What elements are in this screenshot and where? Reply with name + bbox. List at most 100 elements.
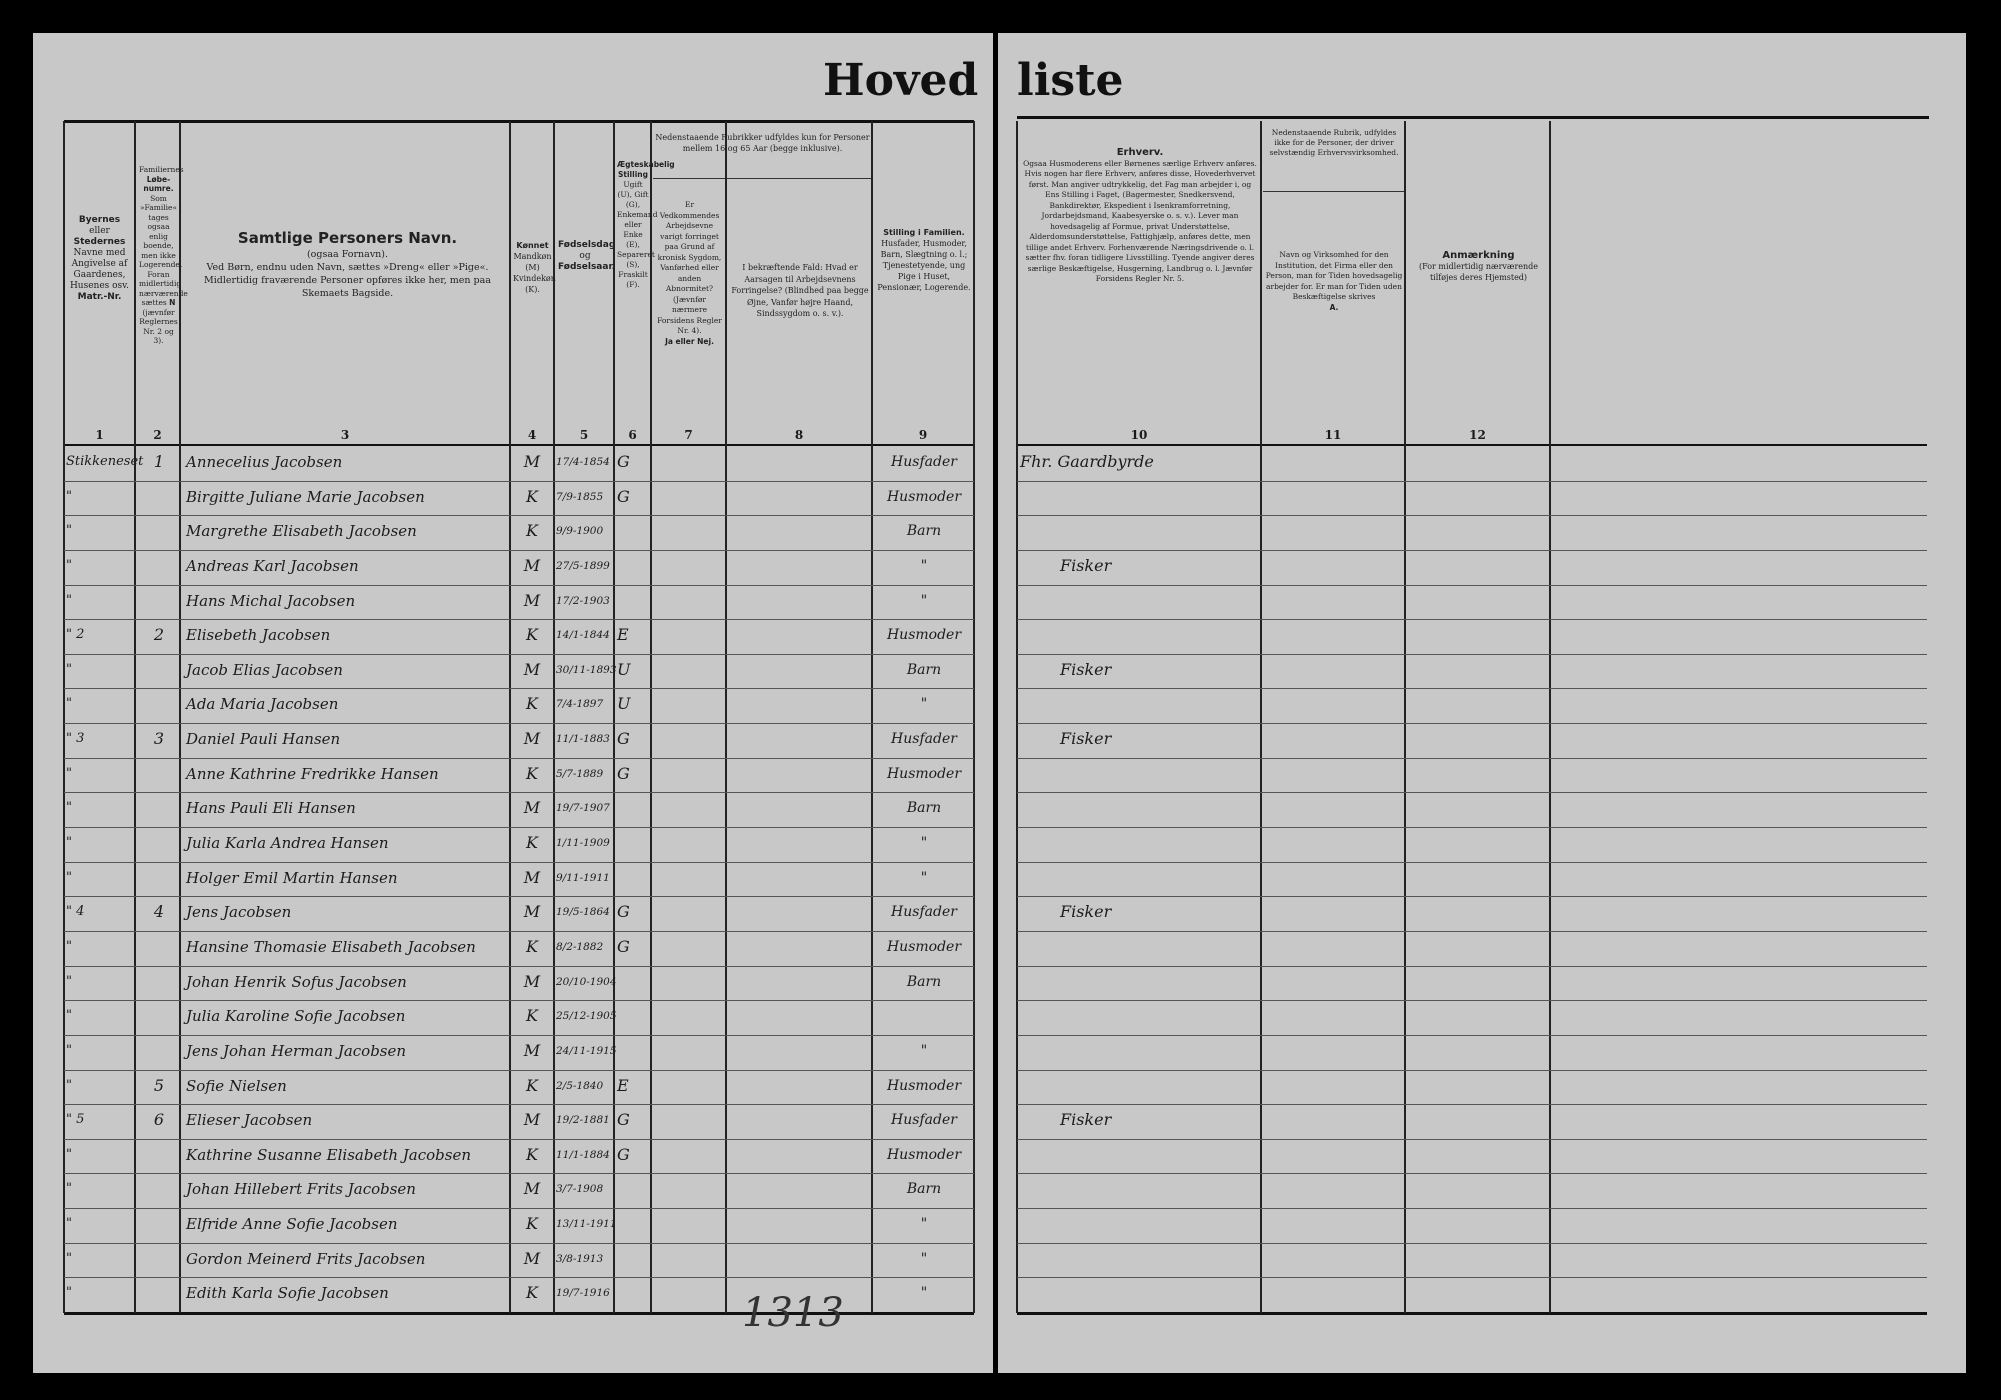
occupation-cell (1020, 481, 1258, 513)
sex-cell: M (523, 798, 541, 817)
column-divider (1260, 121, 1262, 1313)
row-line (1017, 585, 1927, 586)
row-line (1017, 758, 1927, 759)
civil-status-cell (617, 1173, 649, 1205)
civil-status-cell (617, 862, 649, 894)
header-col1-line: Navne med Angivelse af Gaardenes, Husene… (69, 248, 130, 291)
row-line (64, 1139, 974, 1140)
header-col6: Ægteskabelig Stilling Ugift (U), Gift (G)… (615, 160, 675, 290)
header-col10-text: Ogsaa Husmoderens eller Børnenes særlige… (1023, 158, 1257, 284)
header-col5-title: Fødselsdag (558, 240, 616, 250)
civil-status-cell (617, 585, 649, 617)
row-line (1017, 619, 1927, 620)
civil-status-cell (617, 1000, 649, 1032)
civil-status-cell (617, 1243, 649, 1275)
family-number-cell (140, 688, 178, 720)
family-role-cell: Husmoder (886, 939, 962, 955)
header-col12-title: Anmærkning (1442, 250, 1515, 261)
occupation-cell (1020, 758, 1258, 790)
header-col2-line: N (169, 298, 176, 307)
row-line (1017, 862, 1927, 863)
place-cell: " (66, 558, 72, 573)
birthdate-cell: 13/11-1911 (556, 1218, 617, 1230)
row-line (64, 758, 974, 759)
sex-cell: M (523, 729, 541, 748)
name-cell: Jens Jacobsen (186, 903, 292, 921)
header-col4-text: Mandkøn (M) Kvindekøn (K). (513, 252, 556, 294)
column-number-col9: 9 (918, 428, 928, 442)
header-col9-title: Stilling i Familien. (883, 228, 965, 237)
margin-note: 1313 (742, 1290, 844, 1336)
row-line (1017, 654, 1927, 655)
header-col1-line: Byernes (78, 215, 121, 225)
place-cell: " (66, 1147, 72, 1162)
row-line (1017, 896, 1927, 897)
birthdate-cell: 17/4-1854 (556, 456, 610, 468)
occupation-cell: Fisker (1060, 556, 1112, 575)
name-cell: Hansine Thomasie Elisabeth Jacobsen (186, 938, 476, 956)
row-line (64, 966, 974, 967)
sex-cell: M (523, 1179, 541, 1198)
occupation-cell: Fisker (1060, 1110, 1112, 1129)
row-line (64, 1208, 974, 1209)
sex-cell: M (523, 868, 541, 887)
header-col8: I bekræftende Fald: Hvad er Aarsagen til… (731, 263, 869, 318)
title-right: liste (1017, 55, 1124, 106)
sex-cell: M (523, 972, 541, 991)
civil-status-cell: E (617, 1076, 629, 1095)
column-number-col4: 4 (527, 428, 537, 442)
row-line (1017, 827, 1927, 828)
column-number-col2: 2 (153, 428, 162, 442)
top-rule-left (64, 120, 974, 123)
civil-status-cell (617, 515, 649, 547)
header-col11-top: Nedenstaaende Rubrik, udfyldes ikke for … (1269, 128, 1399, 157)
row-line (1017, 792, 1927, 793)
family-role-cell: " (920, 593, 928, 609)
place-cell: " 5 (66, 1112, 85, 1127)
header-col1-line: Matr.-Nr. (77, 292, 122, 302)
name-cell: Elisebeth Jacobsen (186, 626, 331, 644)
row-line (1017, 481, 1927, 482)
header-col12-text: (For midlertidig nærværende tilføjes der… (1418, 262, 1539, 282)
sex-cell: M (523, 1041, 541, 1060)
column-divider (613, 121, 615, 1313)
right-page (998, 33, 1966, 1373)
civil-status-cell (617, 1208, 649, 1240)
name-cell: Jacob Elias Jacobsen (186, 661, 343, 679)
row-line (64, 862, 974, 863)
occupation-cell: Fisker (1060, 902, 1112, 921)
place-cell: " (66, 766, 72, 781)
occupation-cell (1020, 1070, 1258, 1102)
header-col7-8-span: Nedenstaaende Rubrikker udfyldes kun for… (655, 133, 870, 153)
occupation-cell (1020, 827, 1258, 859)
column-divider (553, 121, 555, 1313)
occupation-cell: Fhr. Gaardbyrde (1020, 452, 1154, 471)
occupation-cell (1020, 1173, 1258, 1205)
column-divider (725, 121, 727, 1313)
column-divider (871, 121, 873, 1313)
column-number-col5: 5 (579, 428, 589, 442)
header-col4-title: Kønnet (516, 241, 549, 250)
name-cell: Hans Michal Jacobsen (186, 592, 356, 610)
civil-status-cell: G (617, 902, 630, 921)
column-divider (63, 121, 65, 1313)
birthdate-cell: 19/5-1864 (556, 906, 610, 918)
occupation-cell (1020, 1277, 1258, 1309)
family-number-cell (140, 966, 178, 998)
sex-cell: M (523, 591, 541, 610)
family-role-cell: Barn (906, 1181, 942, 1197)
top-rule-right (1017, 116, 1929, 119)
civil-status-cell: G (617, 452, 630, 471)
column-divider (1404, 121, 1406, 1313)
column-number-col7: 7 (684, 428, 693, 442)
birthdate-cell: 1/11-1909 (556, 837, 610, 849)
civil-status-cell: E (617, 625, 629, 644)
name-cell: Daniel Pauli Hansen (186, 730, 341, 748)
column-divider (509, 121, 511, 1313)
sex-cell: K (526, 833, 538, 852)
birthdate-cell: 9/9-1900 (556, 525, 604, 537)
birthdate-cell: 17/2-1903 (556, 595, 610, 607)
family-number-cell (140, 792, 178, 824)
header-col1-line: eller (89, 226, 110, 236)
row-line (64, 1035, 974, 1036)
